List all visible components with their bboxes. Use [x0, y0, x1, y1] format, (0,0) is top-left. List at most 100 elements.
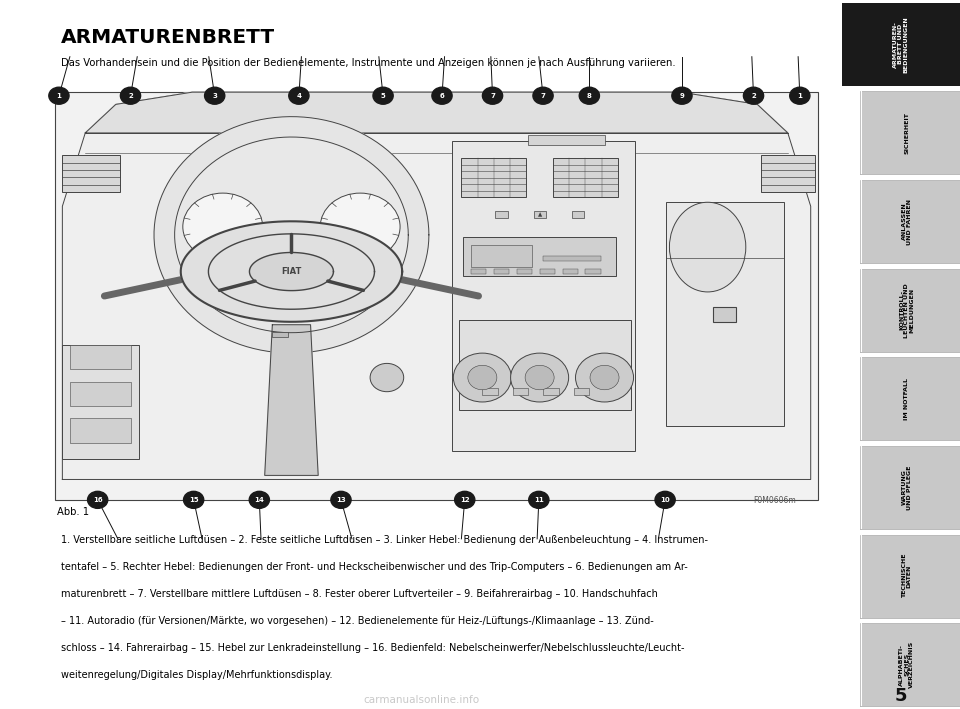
Bar: [553, 158, 618, 197]
Text: 15: 15: [189, 497, 199, 503]
Text: ANLASSEN
UND FAHREN: ANLASSEN UND FAHREN: [901, 199, 912, 245]
Text: 7: 7: [540, 93, 545, 99]
Bar: [62, 155, 120, 192]
Text: 16: 16: [93, 497, 103, 503]
Text: weitenregelung/Digitales Display/Mehrfunktionsdisplay.: weitenregelung/Digitales Display/Mehrfun…: [60, 670, 332, 680]
Bar: [842, 180, 862, 263]
Circle shape: [468, 365, 497, 390]
Text: 5: 5: [895, 687, 907, 705]
Circle shape: [655, 491, 675, 508]
Polygon shape: [250, 252, 333, 291]
Text: SICHERHEIT: SICHERHEIT: [904, 112, 909, 154]
Text: 1: 1: [798, 93, 803, 99]
Bar: [482, 388, 497, 395]
Bar: [464, 237, 616, 276]
Circle shape: [183, 491, 204, 508]
Text: 12: 12: [460, 497, 469, 503]
Circle shape: [250, 491, 270, 508]
Circle shape: [453, 353, 512, 402]
Text: WARTUNG
UND PFLEGE: WARTUNG UND PFLEGE: [901, 465, 912, 510]
Text: 9: 9: [680, 93, 684, 99]
Text: maturenbrett – 7. Verstellbare mittlere Luftdüsen – 8. Fester oberer Luftverteil: maturenbrett – 7. Verstellbare mittlere …: [60, 589, 658, 599]
Bar: [471, 269, 486, 274]
Bar: [842, 269, 862, 352]
Polygon shape: [154, 117, 429, 353]
Circle shape: [672, 87, 692, 104]
Text: 4: 4: [297, 93, 301, 99]
Bar: [462, 158, 526, 197]
Text: 5: 5: [381, 93, 386, 99]
Bar: [70, 381, 132, 406]
Bar: [859, 91, 960, 174]
Bar: [563, 269, 578, 274]
Bar: [842, 91, 862, 174]
Circle shape: [790, 87, 810, 104]
Circle shape: [455, 491, 475, 508]
Circle shape: [182, 193, 263, 260]
Bar: [842, 357, 862, 440]
Bar: [493, 269, 509, 274]
Circle shape: [204, 87, 225, 104]
Bar: [859, 269, 960, 352]
Text: TECHNISCHE
DATEN: TECHNISCHE DATEN: [901, 554, 912, 598]
Circle shape: [590, 365, 619, 390]
Bar: [516, 269, 532, 274]
Text: IM NOTFALL: IM NOTFALL: [904, 378, 909, 420]
Bar: [495, 211, 508, 218]
Circle shape: [49, 87, 69, 104]
Polygon shape: [85, 92, 788, 133]
Text: 2: 2: [128, 93, 132, 99]
Text: ARMATUREN-
BRETT UND
BEDIENGUNGEN: ARMATUREN- BRETT UND BEDIENGUNGEN: [894, 16, 908, 73]
Text: 6: 6: [440, 93, 444, 99]
Bar: [62, 345, 139, 459]
Bar: [55, 92, 818, 500]
Text: 8: 8: [587, 93, 591, 99]
Bar: [665, 202, 784, 427]
Circle shape: [525, 365, 554, 390]
Circle shape: [743, 87, 763, 104]
Text: 7: 7: [491, 93, 495, 99]
Text: 10: 10: [660, 497, 670, 503]
Bar: [572, 211, 584, 218]
Bar: [842, 535, 862, 618]
Circle shape: [120, 87, 140, 104]
Text: ARMATURENBRETT: ARMATURENBRETT: [60, 28, 275, 48]
Polygon shape: [62, 92, 810, 479]
Bar: [859, 357, 960, 440]
Bar: [452, 141, 636, 451]
Text: – 11. Autoradio (für Versionen/Märkte, wo vorgesehen) – 12. Bedienelemente für H: – 11. Autoradio (für Versionen/Märkte, w…: [60, 616, 654, 626]
Text: schloss – 14. Fahrerairbag – 15. Hebel zur Lenkradeinstellung – 16. Bedienfeld: : schloss – 14. Fahrerairbag – 15. Hebel z…: [60, 643, 684, 653]
Bar: [528, 135, 605, 145]
Polygon shape: [180, 221, 402, 322]
Bar: [842, 446, 862, 529]
Text: 2: 2: [751, 93, 756, 99]
Text: Das Vorhandensein und die Position der Bedienelemente, Instrumente und Anzeigen : Das Vorhandensein und die Position der B…: [60, 58, 675, 68]
Circle shape: [321, 193, 400, 260]
Text: 1: 1: [57, 93, 61, 99]
Bar: [70, 345, 132, 369]
Bar: [513, 388, 528, 395]
Bar: [574, 388, 589, 395]
Text: KONTROLL-
LEUCHTEN UND
MELDUNGEN: KONTROLL- LEUCHTEN UND MELDUNGEN: [900, 283, 914, 337]
Bar: [70, 418, 132, 442]
Polygon shape: [175, 137, 408, 333]
Text: carmanualsonline.info: carmanualsonline.info: [363, 696, 479, 705]
Bar: [586, 269, 601, 274]
Circle shape: [331, 491, 351, 508]
Text: 3: 3: [212, 93, 217, 99]
Bar: [859, 446, 960, 529]
Bar: [540, 269, 555, 274]
Circle shape: [373, 87, 394, 104]
Bar: [713, 307, 736, 322]
Bar: [761, 155, 814, 192]
Text: 13: 13: [336, 497, 346, 503]
Bar: [282, 257, 301, 269]
Bar: [471, 245, 532, 267]
Text: ALPHABETI-
SCHES
VERZEICHNIS: ALPHABETI- SCHES VERZEICHNIS: [900, 641, 914, 688]
Text: F0M0606m: F0M0606m: [753, 496, 796, 506]
Circle shape: [575, 353, 634, 402]
Bar: [859, 623, 960, 706]
Circle shape: [483, 87, 503, 104]
Bar: [859, 535, 960, 618]
Bar: [543, 388, 559, 395]
